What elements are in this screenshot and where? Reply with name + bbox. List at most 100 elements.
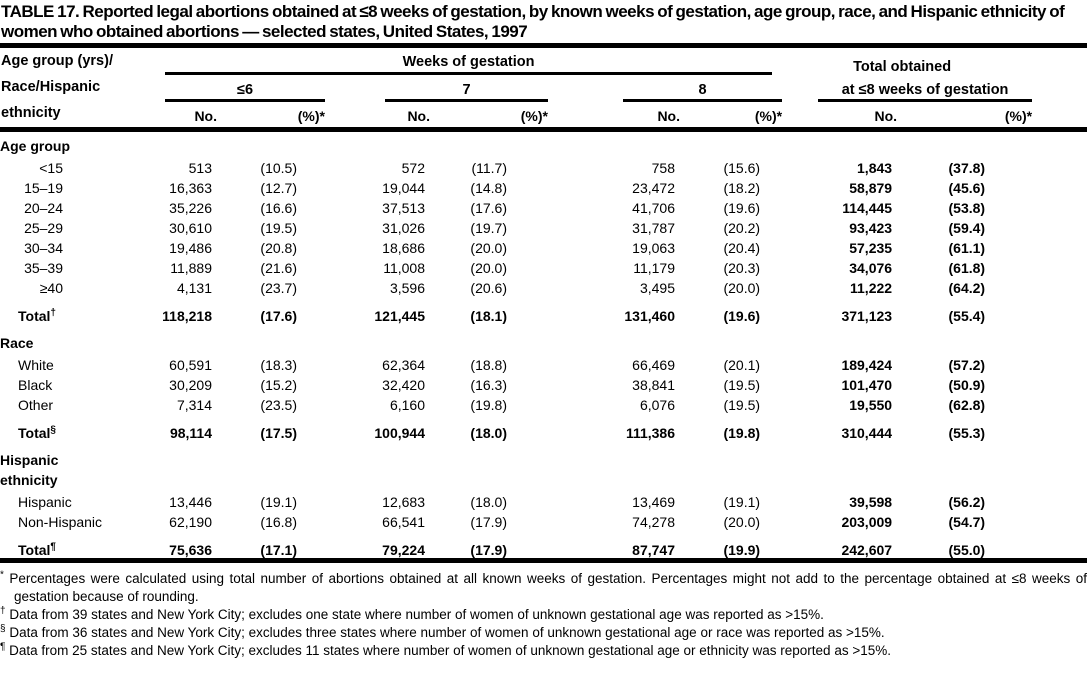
- total-obtained-sublabel: at ≤8 weeks of gestation: [818, 82, 1033, 102]
- table-cell: (16.3): [470, 377, 507, 393]
- spacer-cell: [1032, 216, 1087, 236]
- table-cell: (23.7): [260, 280, 297, 296]
- table-cell: (20.6): [470, 280, 507, 296]
- row-label-text: Total: [18, 425, 51, 441]
- footnote: † Data from 39 states and New York City;…: [0, 605, 824, 622]
- footnotes: * Percentages were calculated using tota…: [0, 570, 1087, 660]
- footnote: § Data from 36 states and New York City;…: [0, 623, 885, 640]
- row-label: 35–39: [0, 256, 160, 276]
- table-cell: 32,420: [382, 377, 425, 393]
- table-cell: (17.9): [470, 542, 507, 558]
- table-cell: (19.1): [723, 494, 761, 510]
- row-label-text: Non-Hispanic: [18, 514, 103, 530]
- row-label: Total¶: [0, 530, 160, 558]
- table-cell: (17.5): [260, 425, 297, 441]
- section-header-line: ethnicity: [0, 472, 58, 488]
- table-cell: 203,009: [841, 514, 893, 530]
- footnote: ¶ Data from 25 states and New York City;…: [0, 641, 891, 658]
- spacer-column: [1032, 48, 1087, 132]
- table-cell: 23,472: [632, 180, 675, 196]
- table-cell: (19.8): [723, 425, 761, 441]
- table-row: Hispanic 13,446 (19.1) 12,683 (18.0) 13,469 (1…: [0, 490, 1087, 510]
- row-label: 30–34: [0, 236, 160, 256]
- table-cell: 11,222: [850, 280, 893, 296]
- table-row: 30–34 19,486 (20.8) 18,686 (20.0) 19,063 (20.4…: [0, 236, 1087, 256]
- table-cell: (18.2): [723, 180, 761, 196]
- table-row: 20–24 35,226 (16.6) 37,513 (17.6) 41,706 (19.6…: [0, 196, 1087, 216]
- table-row: White 60,591 (18.3) 62,364 (18.8) 66,469 (20.1…: [0, 353, 1087, 373]
- table-cell: 310,444: [841, 425, 893, 441]
- footnote-marker: §: [0, 623, 6, 635]
- spacer-cell: [1032, 393, 1087, 413]
- total-obtained-header-line2: at ≤8 weeks of gestation: [782, 75, 1033, 102]
- table-cell: (18.8): [470, 357, 507, 373]
- table-cell: (50.9): [948, 377, 986, 393]
- table-cell: 34,076: [849, 260, 893, 276]
- table-row: <15 513 (10.5) 572 (11.7) 758 (15.6) 1,843 (37.8…: [0, 156, 1087, 176]
- abortion-gestation-table: Age group (yrs)/ Race/Hispanic ethnicity…: [0, 48, 1087, 558]
- row-label-text: Hispanic: [18, 494, 72, 510]
- table-row: Total¶ 75,636 (17.1) 79,224 (17.9) 87,747 (19.…: [0, 530, 1087, 558]
- table-cell: (19.5): [723, 377, 761, 393]
- spacer-cell: [1032, 296, 1087, 324]
- table-cell: (18.0): [470, 494, 507, 510]
- table-cell: 39,598: [849, 494, 893, 510]
- row-label-text: 20–24: [24, 200, 63, 216]
- table-cell: (59.4): [948, 220, 986, 236]
- table-cell: (18.0): [470, 425, 507, 441]
- table-cell: 30,209: [169, 377, 212, 393]
- table-cell: (62.8): [948, 397, 986, 413]
- table-cell: 30,610: [169, 220, 212, 236]
- section-header-label: Hispanic ethnicity: [0, 441, 1087, 490]
- table-cell: (14.8): [470, 180, 507, 196]
- table-cell: 100,944: [374, 425, 425, 441]
- spacer-cell: [1032, 156, 1087, 176]
- spacer-cell: [1032, 413, 1087, 441]
- table-cell: (54.7): [948, 514, 986, 530]
- spacer-cell: [1032, 490, 1087, 510]
- table-row: Non-Hispanic 62,190 (16.8) 66,541 (17.9) 74,2…: [0, 510, 1087, 530]
- row-label-text: Total: [18, 308, 51, 324]
- table-cell: 242,607: [841, 542, 893, 558]
- table-cell: 19,550: [849, 397, 893, 413]
- section-header-row: Hispanic ethnicity: [0, 441, 1087, 490]
- row-label-text: 15–19: [24, 180, 63, 196]
- week-col-le6-header: ≤6: [160, 75, 325, 102]
- table-cell: 11,008: [383, 260, 425, 276]
- table-cell: (12.7): [260, 180, 297, 196]
- row-label: 25–29: [0, 216, 160, 236]
- total-obtained-header-line1: Total obtained: [782, 48, 1032, 75]
- table-cell: 31,026: [382, 220, 425, 236]
- table-cell: (19.1): [260, 494, 297, 510]
- table-cell: (20.0): [470, 240, 507, 256]
- table-bottom-rule: [0, 558, 1087, 563]
- pct-header-le6: (%)*: [217, 102, 325, 132]
- table-cell: (19.8): [470, 397, 507, 413]
- table-row: 25–29 30,610 (19.5) 31,026 (19.7) 31,787 (20.2…: [0, 216, 1087, 236]
- row-label-text: Total: [18, 542, 51, 558]
- table-cell: 572: [401, 160, 425, 176]
- table-cell: 3,596: [389, 280, 425, 296]
- footnote-marker: †: [50, 307, 56, 319]
- weeks-of-gestation-group-header: Weeks of gestation: [160, 48, 782, 75]
- table-cell: 7,314: [176, 397, 212, 413]
- table-cell: 758: [651, 160, 675, 176]
- table-cell: 6,076: [639, 397, 675, 413]
- table-cell: (19.6): [723, 200, 761, 216]
- table-cell: (18.1): [470, 308, 507, 324]
- table-cell: (17.6): [470, 200, 507, 216]
- table-cell: (10.5): [260, 160, 297, 176]
- table-cell: (19.5): [723, 397, 761, 413]
- table-cell: 66,541: [382, 514, 425, 530]
- footnote-marker: §: [50, 424, 56, 436]
- footnote: * Percentages were calculated using tota…: [0, 569, 1087, 604]
- table-cell: 121,445: [374, 308, 425, 324]
- spacer-cell: [1032, 510, 1087, 530]
- table-cell: 62,364: [382, 357, 425, 373]
- week-le6-label: ≤6: [165, 82, 325, 102]
- table-title: TABLE 17. Reported legal abortions obtai…: [1, 2, 1065, 41]
- spacer-cell: [1032, 276, 1087, 296]
- footnote-marker: †: [0, 605, 6, 617]
- table-row: Total§ 98,114 (17.5) 100,944 (18.0) 111,386 (1…: [0, 413, 1087, 441]
- footnote-marker: ¶: [50, 541, 56, 553]
